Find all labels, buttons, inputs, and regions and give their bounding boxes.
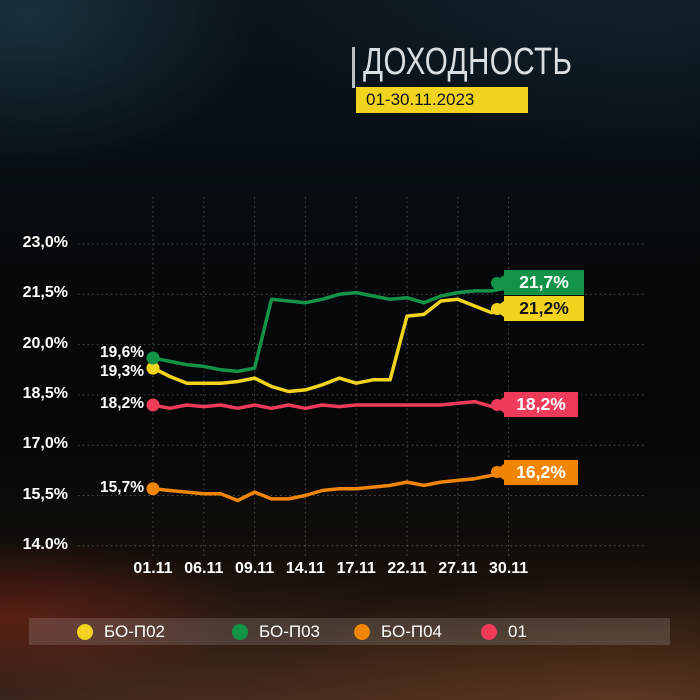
y-tick-label: 18,5%: [22, 384, 68, 402]
end-badge-label: 21,2%: [519, 298, 569, 319]
series-end-badge-БО-П03: 21,7%: [493, 270, 584, 296]
x-tick-label: 09.11: [235, 560, 275, 577]
badge-tail-pointer: [493, 464, 504, 481]
series-line-БО-П02: [151, 297, 511, 394]
badge-tail-pointer: [493, 300, 504, 317]
legend-label: БО-П03: [259, 621, 320, 641]
series-start-dot-БО-П03: [146, 351, 160, 365]
end-badge-label: 18,2%: [516, 394, 566, 415]
badge-tail-pointer: [493, 396, 504, 413]
end-badge-label: 21,7%: [519, 272, 569, 293]
y-tick-label: 15,5%: [22, 485, 68, 503]
badge-tail-pointer: [493, 274, 504, 291]
legend: БО-П02 БО-П03 БО-П04 01: [29, 618, 670, 645]
series-start-label-БО-П02: 19,3%: [100, 363, 144, 381]
x-tick-label: 27.11: [438, 560, 478, 577]
legend-item-БО-П03: БО-П03: [232, 622, 320, 642]
end-badge-label: 16,2%: [516, 461, 566, 482]
x-tick-label: 30.11: [489, 560, 529, 577]
x-tick-label: 06.11: [184, 560, 224, 577]
series-end-badge-БО-П02: 21,2%: [493, 296, 584, 322]
legend-label: БО-П02: [104, 621, 165, 641]
series-line-БО-П04: [151, 470, 511, 503]
legend-label: 01: [508, 621, 527, 641]
y-tick-label: 20,0%: [22, 334, 68, 352]
series-start-dot-01: [146, 398, 160, 412]
x-tick-label: 14.11: [285, 560, 325, 577]
legend-dot: [354, 623, 370, 640]
series-start-label-01: 18,2%: [100, 395, 144, 413]
y-tick-label: 23,0%: [22, 234, 68, 251]
legend-label: БО-П04: [381, 621, 442, 641]
series-start-label-БО-П03: 19,6%: [100, 344, 144, 362]
y-tick-label: 14.0%: [22, 535, 68, 553]
page-title: ДОХОДНОСТЬ: [363, 41, 573, 83]
series-line-01: [151, 399, 511, 411]
y-tick-label: 17,0%: [22, 435, 68, 453]
series-end-badge-БО-П04: 16,2%: [493, 459, 578, 485]
legend-item-БО-П04: БО-П04: [354, 622, 442, 642]
x-tick-label: 01.11: [133, 560, 173, 577]
series-start-dot-БО-П04: [146, 482, 160, 496]
x-tick-label: 22.11: [387, 560, 427, 577]
title-accent-bar: [352, 47, 355, 88]
series-start-dot-БО-П02: [146, 361, 160, 375]
period-badge: 01-30.11.2023: [356, 87, 528, 113]
series-line-БО-П03: [151, 285, 511, 374]
series-end-badge-01: 18,2%: [493, 392, 578, 418]
y-tick-label: 21,5%: [22, 284, 68, 302]
legend-dot: [481, 623, 497, 640]
series-start-label-БО-П04: 15,7%: [100, 479, 144, 497]
x-tick-label: 17.11: [336, 560, 376, 577]
legend-item-01: 01: [481, 622, 527, 642]
legend-dot: [232, 623, 248, 640]
legend-dot: [77, 623, 93, 640]
legend-item-БО-П02: БО-П02: [77, 622, 165, 642]
